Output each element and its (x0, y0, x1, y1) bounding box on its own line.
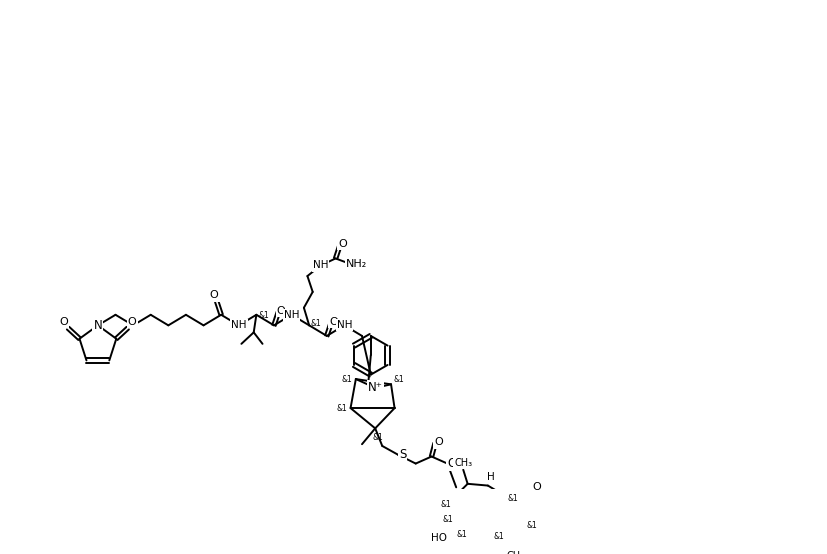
Text: O: O (447, 457, 457, 470)
Text: O: O (434, 438, 443, 448)
Text: &1: &1 (337, 404, 347, 413)
Text: NH: NH (231, 320, 246, 330)
Text: S: S (399, 448, 406, 461)
Text: O: O (533, 483, 542, 493)
Text: HO: HO (431, 534, 447, 543)
Text: &1: &1 (394, 376, 404, 384)
Text: &1: &1 (440, 500, 451, 509)
Text: &1: &1 (527, 521, 538, 530)
Text: O: O (128, 317, 136, 327)
Text: &1: &1 (258, 311, 269, 320)
Text: NH: NH (337, 320, 352, 330)
Text: N⁺: N⁺ (368, 381, 383, 394)
Text: O: O (338, 239, 347, 249)
Text: &1: &1 (372, 433, 383, 442)
Text: &1: &1 (311, 319, 322, 328)
Text: NH₂: NH₂ (346, 259, 367, 269)
Text: &1: &1 (342, 375, 352, 383)
Text: O: O (329, 317, 338, 327)
Text: CH₃: CH₃ (507, 551, 525, 554)
Text: &1: &1 (457, 530, 467, 540)
Text: NH: NH (313, 260, 328, 270)
Text: &1: &1 (507, 494, 518, 503)
Text: NH: NH (284, 310, 299, 320)
Text: &1: &1 (493, 532, 504, 541)
Text: O: O (60, 317, 68, 327)
Text: &1: &1 (442, 515, 452, 525)
Text: O: O (277, 306, 285, 316)
Text: O: O (210, 290, 218, 300)
Text: N: N (93, 319, 103, 332)
Text: H: H (486, 472, 495, 482)
Text: CH₃: CH₃ (454, 458, 472, 468)
